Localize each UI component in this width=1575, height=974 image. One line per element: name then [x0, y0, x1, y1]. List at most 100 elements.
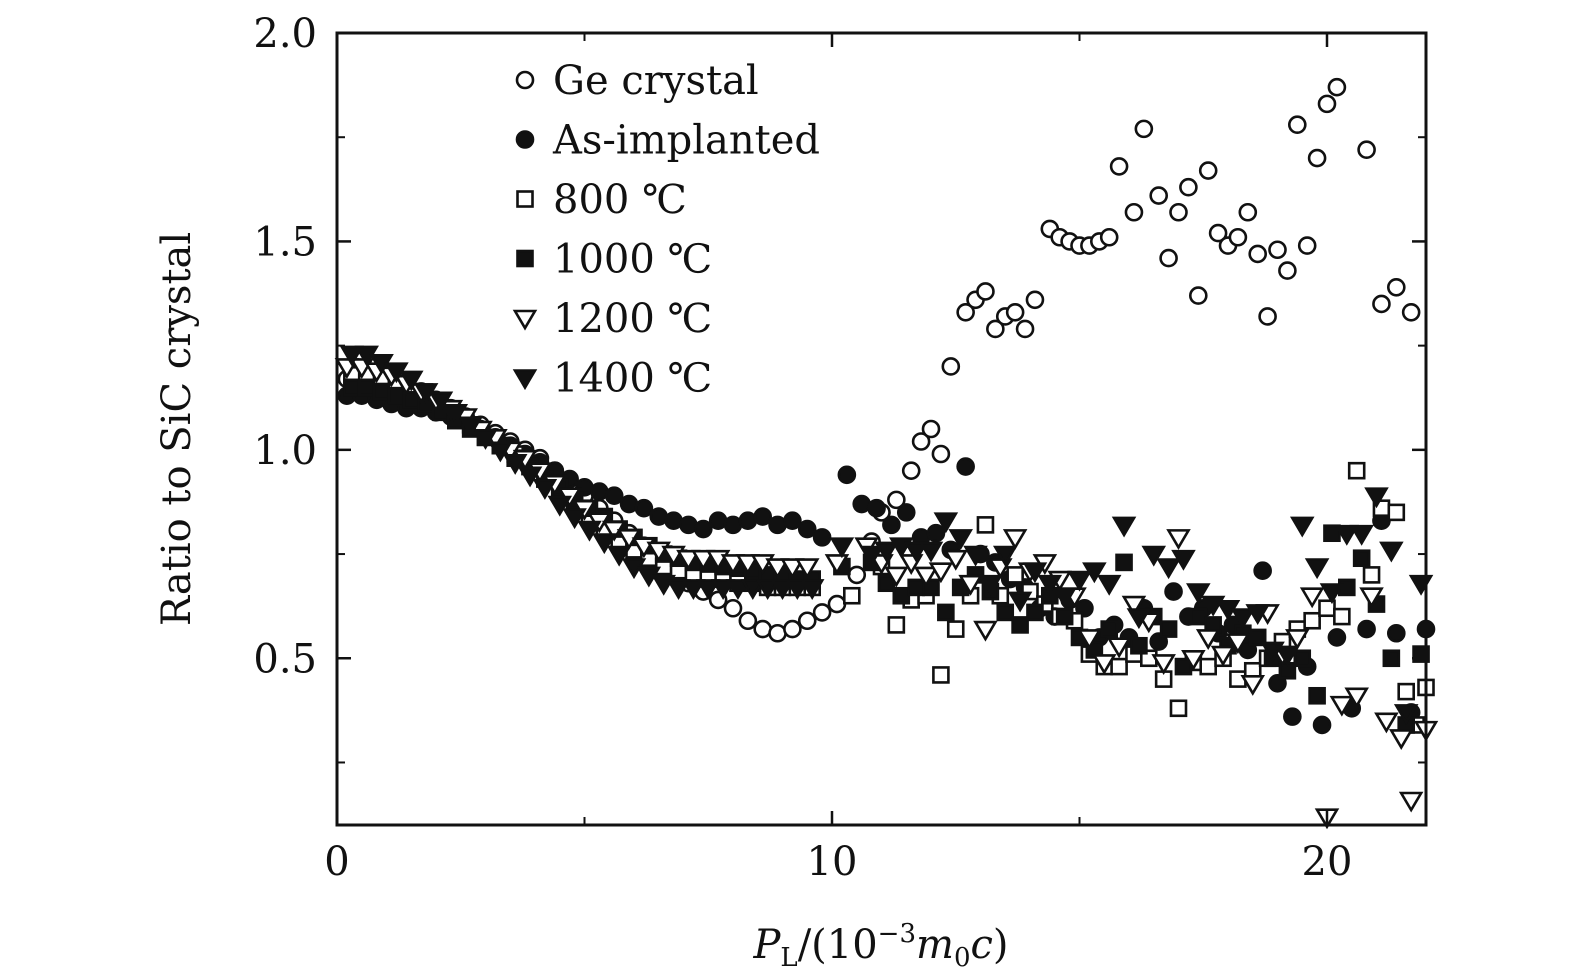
data-point [473, 429, 498, 450]
x-axis-close: ) [993, 922, 1009, 968]
data-point [398, 370, 424, 392]
data-point [649, 507, 669, 526]
data-point [794, 558, 820, 580]
x-axis-var: P [753, 922, 782, 968]
data-point [780, 558, 805, 580]
data-point [1169, 202, 1188, 222]
data-point [926, 523, 946, 543]
data-point [1248, 244, 1267, 264]
data-point [1164, 582, 1183, 601]
data-point [1198, 161, 1218, 180]
data-point [1055, 607, 1074, 626]
data-point [1289, 516, 1315, 538]
data-point [1398, 791, 1424, 813]
data-point [1362, 566, 1381, 584]
data-point [664, 511, 683, 531]
data-point [882, 515, 901, 535]
data-point [1372, 294, 1391, 314]
data-point [592, 533, 617, 555]
data-point [723, 598, 743, 618]
x-axis-c: c [970, 922, 992, 968]
data-point [783, 619, 802, 639]
data-point [874, 541, 899, 563]
data-point [1307, 148, 1327, 168]
legend-bg [509, 54, 869, 106]
data-point [903, 541, 929, 563]
data-point [1126, 608, 1152, 630]
legend-item: 800 ℃ [509, 173, 869, 225]
data-point [992, 545, 1018, 567]
data-point [1374, 712, 1399, 734]
data-marks [334, 77, 1439, 830]
y-tick-label: 1.0 [253, 428, 317, 474]
series-5 [339, 345, 1434, 726]
data-point [666, 579, 691, 600]
legend-marker [515, 130, 535, 149]
legend-item: 1000 ℃ [509, 232, 869, 285]
data-point [1110, 657, 1128, 676]
data-point [976, 282, 995, 301]
data-point [725, 579, 751, 600]
x-axis-exponent: −3 [878, 919, 916, 949]
legend-marker [516, 249, 534, 268]
data-point [799, 579, 825, 600]
data-point [1130, 636, 1148, 655]
data-point [357, 378, 376, 397]
data-point [693, 519, 713, 539]
legend-label: Ge crystal [553, 58, 759, 104]
data-point [765, 558, 790, 580]
data-point [339, 345, 365, 367]
data-point [1327, 628, 1347, 647]
data-point [812, 528, 832, 547]
legend-label: 800 ℃ [553, 177, 687, 223]
data-point [1319, 583, 1345, 605]
data-point [1109, 157, 1129, 176]
data-point [931, 444, 951, 464]
data-point [343, 378, 361, 397]
data-point [1387, 503, 1406, 522]
data-point [918, 541, 944, 563]
data-point [1303, 611, 1321, 630]
data-point [852, 494, 872, 514]
data-point [1134, 119, 1154, 139]
data-point [1124, 202, 1144, 222]
data-point [1149, 186, 1168, 205]
data-point [1333, 607, 1351, 626]
data-point [428, 391, 454, 413]
data-point [1379, 541, 1404, 563]
data-point [986, 319, 1005, 339]
data-point [547, 495, 573, 517]
data-point [937, 603, 955, 622]
data-point [1166, 529, 1191, 550]
data-point [1082, 562, 1107, 584]
data-point [1352, 549, 1371, 568]
data-point [1225, 633, 1251, 655]
legend-marker [512, 309, 538, 331]
data-point [723, 515, 743, 535]
data-point [946, 620, 965, 638]
data-point [1195, 629, 1221, 650]
data-point [1159, 248, 1178, 268]
data-point [1159, 620, 1178, 638]
data-point [896, 503, 916, 522]
data-point [387, 386, 406, 405]
data-point [738, 611, 758, 631]
x-axis-title: PL/(10−3m0c) [753, 919, 1009, 973]
data-point [577, 520, 602, 542]
data-point [1357, 619, 1376, 639]
legend-marker [516, 190, 534, 208]
data-point [619, 494, 639, 514]
data-point [1347, 461, 1366, 480]
data-point [956, 457, 975, 476]
legend-label: 1200 ℃ [553, 296, 712, 342]
legend-label: 1000 ℃ [553, 237, 712, 283]
data-point [1275, 645, 1300, 667]
data-point [1393, 704, 1419, 726]
data-point [829, 537, 855, 559]
data-point [532, 479, 558, 500]
data-point [1293, 649, 1312, 668]
data-point [1253, 561, 1272, 581]
data-point [681, 579, 706, 600]
data-point [458, 416, 483, 438]
legend-item: 1200 ℃ [509, 292, 869, 344]
